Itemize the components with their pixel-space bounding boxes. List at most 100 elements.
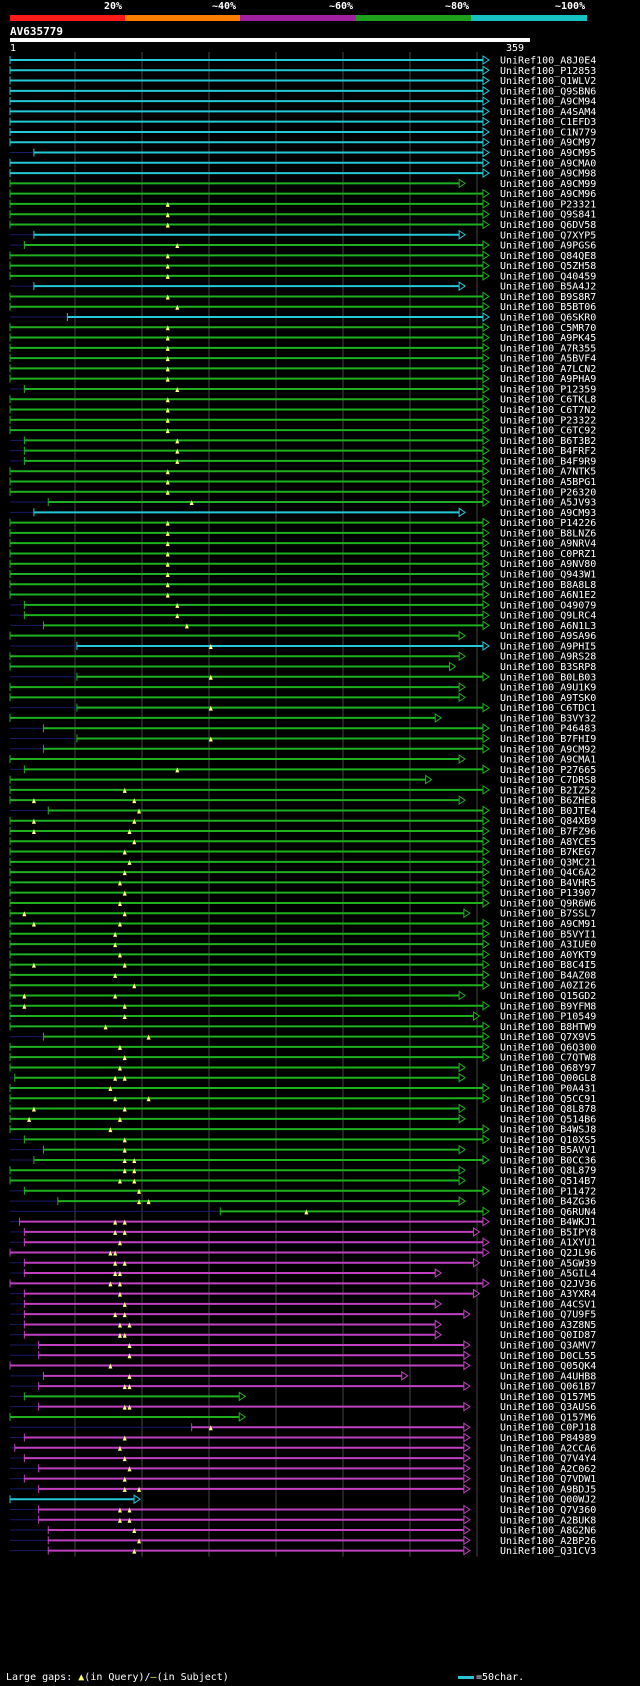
hit-row[interactable]: UniRef100_A5BPG1 (9, 476, 596, 488)
hit-name[interactable]: UniRef100_Q3AUS6 (500, 1402, 596, 1413)
hit-row[interactable]: UniRef100_A2BUK8 (10, 1514, 596, 1526)
hit-row[interactable]: UniRef100_Q6SKR0 (10, 312, 596, 324)
hit-name[interactable]: UniRef100_A4CSV1 (500, 1299, 596, 1310)
hit-row[interactable]: UniRef100_A9PHI5 (10, 641, 596, 652)
hit-row[interactable]: UniRef100_Q6DV58 (9, 219, 596, 231)
hit-name[interactable]: UniRef100_Q3MC21 (500, 857, 596, 868)
hit-row[interactable]: UniRef100_Q15GD2 (9, 990, 596, 1002)
hit-row[interactable]: UniRef100_Q68Y97 (9, 1062, 596, 1074)
hit-row[interactable]: UniRef100_P0A431 (9, 1083, 596, 1095)
hit-row[interactable]: UniRef100_Q00WJ2 (9, 1494, 596, 1506)
hit-name[interactable]: UniRef100_B5AVV1 (500, 1145, 596, 1156)
hit-name[interactable]: UniRef100_P23322 (500, 415, 596, 426)
hit-name[interactable]: UniRef100_Q7V360 (500, 1505, 596, 1516)
hit-row[interactable]: UniRef100_B8LNZ6 (9, 527, 596, 539)
hit-name[interactable]: UniRef100_Q2JL96 (500, 1248, 596, 1259)
hit-name[interactable]: UniRef100_B8LNZ6 (500, 528, 596, 539)
hit-row[interactable]: UniRef100_P26320 (9, 486, 596, 498)
hit-row[interactable]: UniRef100_A5GW39 (10, 1257, 596, 1269)
hit-row[interactable]: UniRef100_A9RS28 (9, 651, 596, 663)
hit-row[interactable]: UniRef100_A8G2N6 (10, 1525, 596, 1537)
hit-row[interactable]: UniRef100_A9BDJ5 (10, 1483, 596, 1495)
hit-row[interactable]: UniRef100_P12853 (9, 65, 596, 77)
hit-row[interactable]: UniRef100_B4VHR5 (9, 877, 596, 889)
hit-name[interactable]: UniRef100_C0PJ18 (500, 1423, 596, 1434)
hit-row[interactable]: UniRef100_C0PJ18 (10, 1422, 596, 1434)
hit-row[interactable]: UniRef100_Q061B7 (10, 1381, 596, 1393)
hit-row[interactable]: UniRef100_Q84QE8 (9, 250, 596, 262)
hit-name[interactable]: UniRef100_A2BP26 (500, 1536, 596, 1547)
hit-name[interactable]: UniRef100_Q10XS5 (500, 1135, 596, 1146)
hit-name[interactable]: UniRef100_B4FRF2 (500, 446, 596, 457)
hit-name[interactable]: UniRef100_Q8L878 (500, 1104, 596, 1115)
hit-row[interactable]: UniRef100_Q9S841 (9, 209, 596, 221)
hit-name[interactable]: UniRef100_Q514B6 (500, 1114, 596, 1125)
hit-row[interactable]: UniRef100_A8YCE5 (9, 836, 596, 848)
hit-row[interactable]: UniRef100_B4F9R9 (10, 455, 596, 467)
hit-name[interactable]: UniRef100_A9BDJ5 (500, 1484, 596, 1495)
hit-row[interactable]: UniRef100_Q9LRC4 (10, 610, 596, 622)
hit-row[interactable]: UniRef100_B6T3B2 (10, 435, 596, 447)
hit-row[interactable]: UniRef100_C7DRS8 (9, 774, 596, 786)
hit-name[interactable]: UniRef100_A3IUE0 (500, 940, 596, 951)
hit-name[interactable]: UniRef100_B9YFM8 (500, 1001, 596, 1012)
hit-name[interactable]: UniRef100_Q7V4Y4 (500, 1454, 596, 1465)
hit-row[interactable]: UniRef100_Q9R6W6 (9, 898, 596, 909)
hit-row[interactable]: UniRef100_C1EFD3 (9, 116, 596, 128)
hit-name[interactable]: UniRef100_B5IPY8 (500, 1227, 596, 1238)
hit-name[interactable]: UniRef100_A7NTK5 (500, 467, 596, 478)
hit-name[interactable]: UniRef100_P84989 (500, 1433, 596, 1444)
hit-row[interactable]: UniRef100_A9CM93 (10, 507, 596, 519)
hit-name[interactable]: UniRef100_A9CMA1 (500, 755, 596, 766)
hit-name[interactable]: UniRef100_A9PK45 (500, 333, 596, 344)
hit-name[interactable]: UniRef100_A5GIL4 (500, 1269, 596, 1280)
hit-name[interactable]: UniRef100_A6N1E2 (500, 590, 596, 601)
hit-name[interactable]: UniRef100_A9CM96 (500, 189, 596, 200)
hit-name[interactable]: UniRef100_Q2JV36 (500, 1279, 596, 1290)
hit-name[interactable]: UniRef100_A9NRV4 (500, 539, 596, 550)
hit-name[interactable]: UniRef100_A2BUK8 (500, 1515, 596, 1526)
hit-name[interactable]: UniRef100_Q7U9F5 (500, 1310, 596, 1321)
hit-name[interactable]: UniRef100_A9PHA9 (500, 374, 596, 385)
hit-name[interactable]: UniRef100_C6T7N2 (500, 405, 596, 416)
hit-name[interactable]: UniRef100_A3Z8N5 (500, 1320, 596, 1331)
hit-name[interactable]: UniRef100_B5BT06 (500, 302, 596, 313)
hit-name[interactable]: UniRef100_C1N779 (500, 127, 596, 138)
hit-row[interactable]: UniRef100_B4ZG36 (10, 1196, 596, 1208)
hit-row[interactable]: UniRef100_A9PK45 (9, 332, 596, 344)
hit-row[interactable]: UniRef100_Q2JV36 (9, 1278, 596, 1290)
hit-name[interactable]: UniRef100_P23321 (500, 199, 596, 210)
hit-row[interactable]: UniRef100_B9YFM8 (9, 1000, 596, 1012)
hit-row[interactable]: UniRef100_D0CL55 (10, 1350, 596, 1362)
hit-row[interactable]: UniRef100_C6TC92 (9, 425, 596, 437)
hit-name[interactable]: UniRef100_B7KEG7 (500, 847, 596, 858)
hit-row[interactable]: UniRef100_B7FZ96 (9, 826, 596, 838)
hit-row[interactable]: UniRef100_B3VY32 (9, 712, 596, 724)
hit-name[interactable]: UniRef100_B4AZ08 (500, 970, 596, 981)
hit-name[interactable]: UniRef100_B5A4J2 (500, 282, 596, 293)
hit-row[interactable]: UniRef100_B2IZ52 (9, 784, 596, 796)
hit-row[interactable]: UniRef100_Q514B6 (9, 1113, 596, 1125)
hit-name[interactable]: UniRef100_B4ZG36 (500, 1197, 596, 1208)
hit-row[interactable]: UniRef100_B9S8R7 (9, 291, 596, 303)
hit-row[interactable]: UniRef100_A9CM94 (9, 96, 596, 108)
hit-row[interactable]: UniRef100_A9CM97 (9, 137, 596, 149)
hit-name[interactable]: UniRef100_A3YXR4 (500, 1289, 596, 1300)
hit-row[interactable]: UniRef100_P12359 (10, 384, 596, 395)
hit-row[interactable]: UniRef100_A7LCN2 (9, 363, 596, 375)
hit-name[interactable]: UniRef100_B4F9R9 (500, 456, 596, 467)
hit-row[interactable]: UniRef100_Q84XB9 (9, 815, 596, 827)
hit-row[interactable]: UniRef100_A3Z8N5 (10, 1319, 596, 1331)
hit-row[interactable]: UniRef100_A4UHB8 (10, 1370, 596, 1382)
hit-row[interactable]: UniRef100_A7R355 (9, 342, 596, 354)
hit-row[interactable]: UniRef100_Q5ZH58 (9, 260, 596, 272)
hit-name[interactable]: UniRef100_Q157M5 (500, 1392, 596, 1403)
hit-row[interactable]: UniRef100_Q31CV3 (10, 1545, 596, 1557)
hit-row[interactable]: UniRef100_Q6Q300 (9, 1041, 596, 1053)
hit-name[interactable]: UniRef100_O49079 (500, 600, 596, 611)
hit-name[interactable]: UniRef100_B0LB03 (500, 672, 596, 683)
hit-row[interactable]: UniRef100_B5AVV1 (10, 1144, 596, 1156)
hit-name[interactable]: UniRef100_P0A431 (500, 1084, 596, 1095)
hit-name[interactable]: UniRef100_B0JTE4 (500, 806, 596, 817)
hit-name[interactable]: UniRef100_C7QTW8 (500, 1053, 596, 1064)
